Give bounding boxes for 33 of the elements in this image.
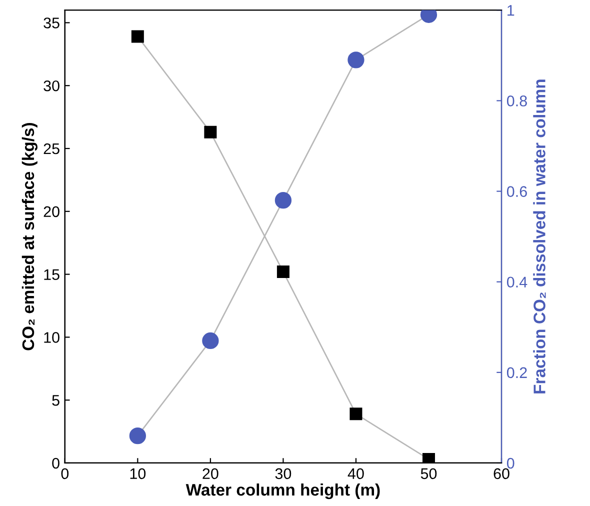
y-tick-label: 20	[44, 206, 60, 218]
y2-tick-label: 0.8	[506, 96, 527, 106]
x-tick-label: 40	[348, 468, 364, 480]
point	[202, 332, 219, 350]
x-tick-label: 60	[494, 468, 510, 480]
y-tick-label: 5	[52, 395, 60, 406]
point	[274, 192, 292, 209]
y2-tick-label: 0.4	[506, 276, 528, 288]
point	[350, 408, 362, 420]
x-axis-title: Water column height (m)	[186, 483, 380, 500]
y2-tick-label: 0	[506, 458, 514, 469]
x-tick-label: 50	[420, 468, 437, 480]
y-tick-label: 15	[44, 269, 60, 280]
x-tick-label: 0	[61, 468, 69, 480]
x-tick-label: 10	[130, 468, 146, 480]
y2-axis-title: Fraction CO₂ dissolved in water column	[533, 80, 546, 394]
y2-tick-label: 1	[508, 5, 514, 16]
point	[422, 452, 435, 463]
y2-tick-label: 0.2	[506, 367, 527, 378]
y-tick-label: 30	[44, 80, 60, 92]
y-tick-label: 0	[52, 458, 60, 469]
point	[276, 266, 290, 278]
point	[204, 126, 217, 138]
point	[348, 52, 364, 68]
y-tick-label: 35	[44, 18, 60, 28]
point	[129, 427, 146, 444]
x-tick-label: 20	[202, 468, 218, 480]
y-axis-title: CO₂ emitted at surface (kg/s)	[22, 122, 38, 350]
y2-tick-label: 0.6	[506, 186, 527, 197]
y-tick-label: 25	[44, 143, 60, 154]
point	[131, 30, 144, 43]
y-tick-label: 10	[44, 332, 60, 343]
x-tick-label: 30	[275, 468, 292, 480]
